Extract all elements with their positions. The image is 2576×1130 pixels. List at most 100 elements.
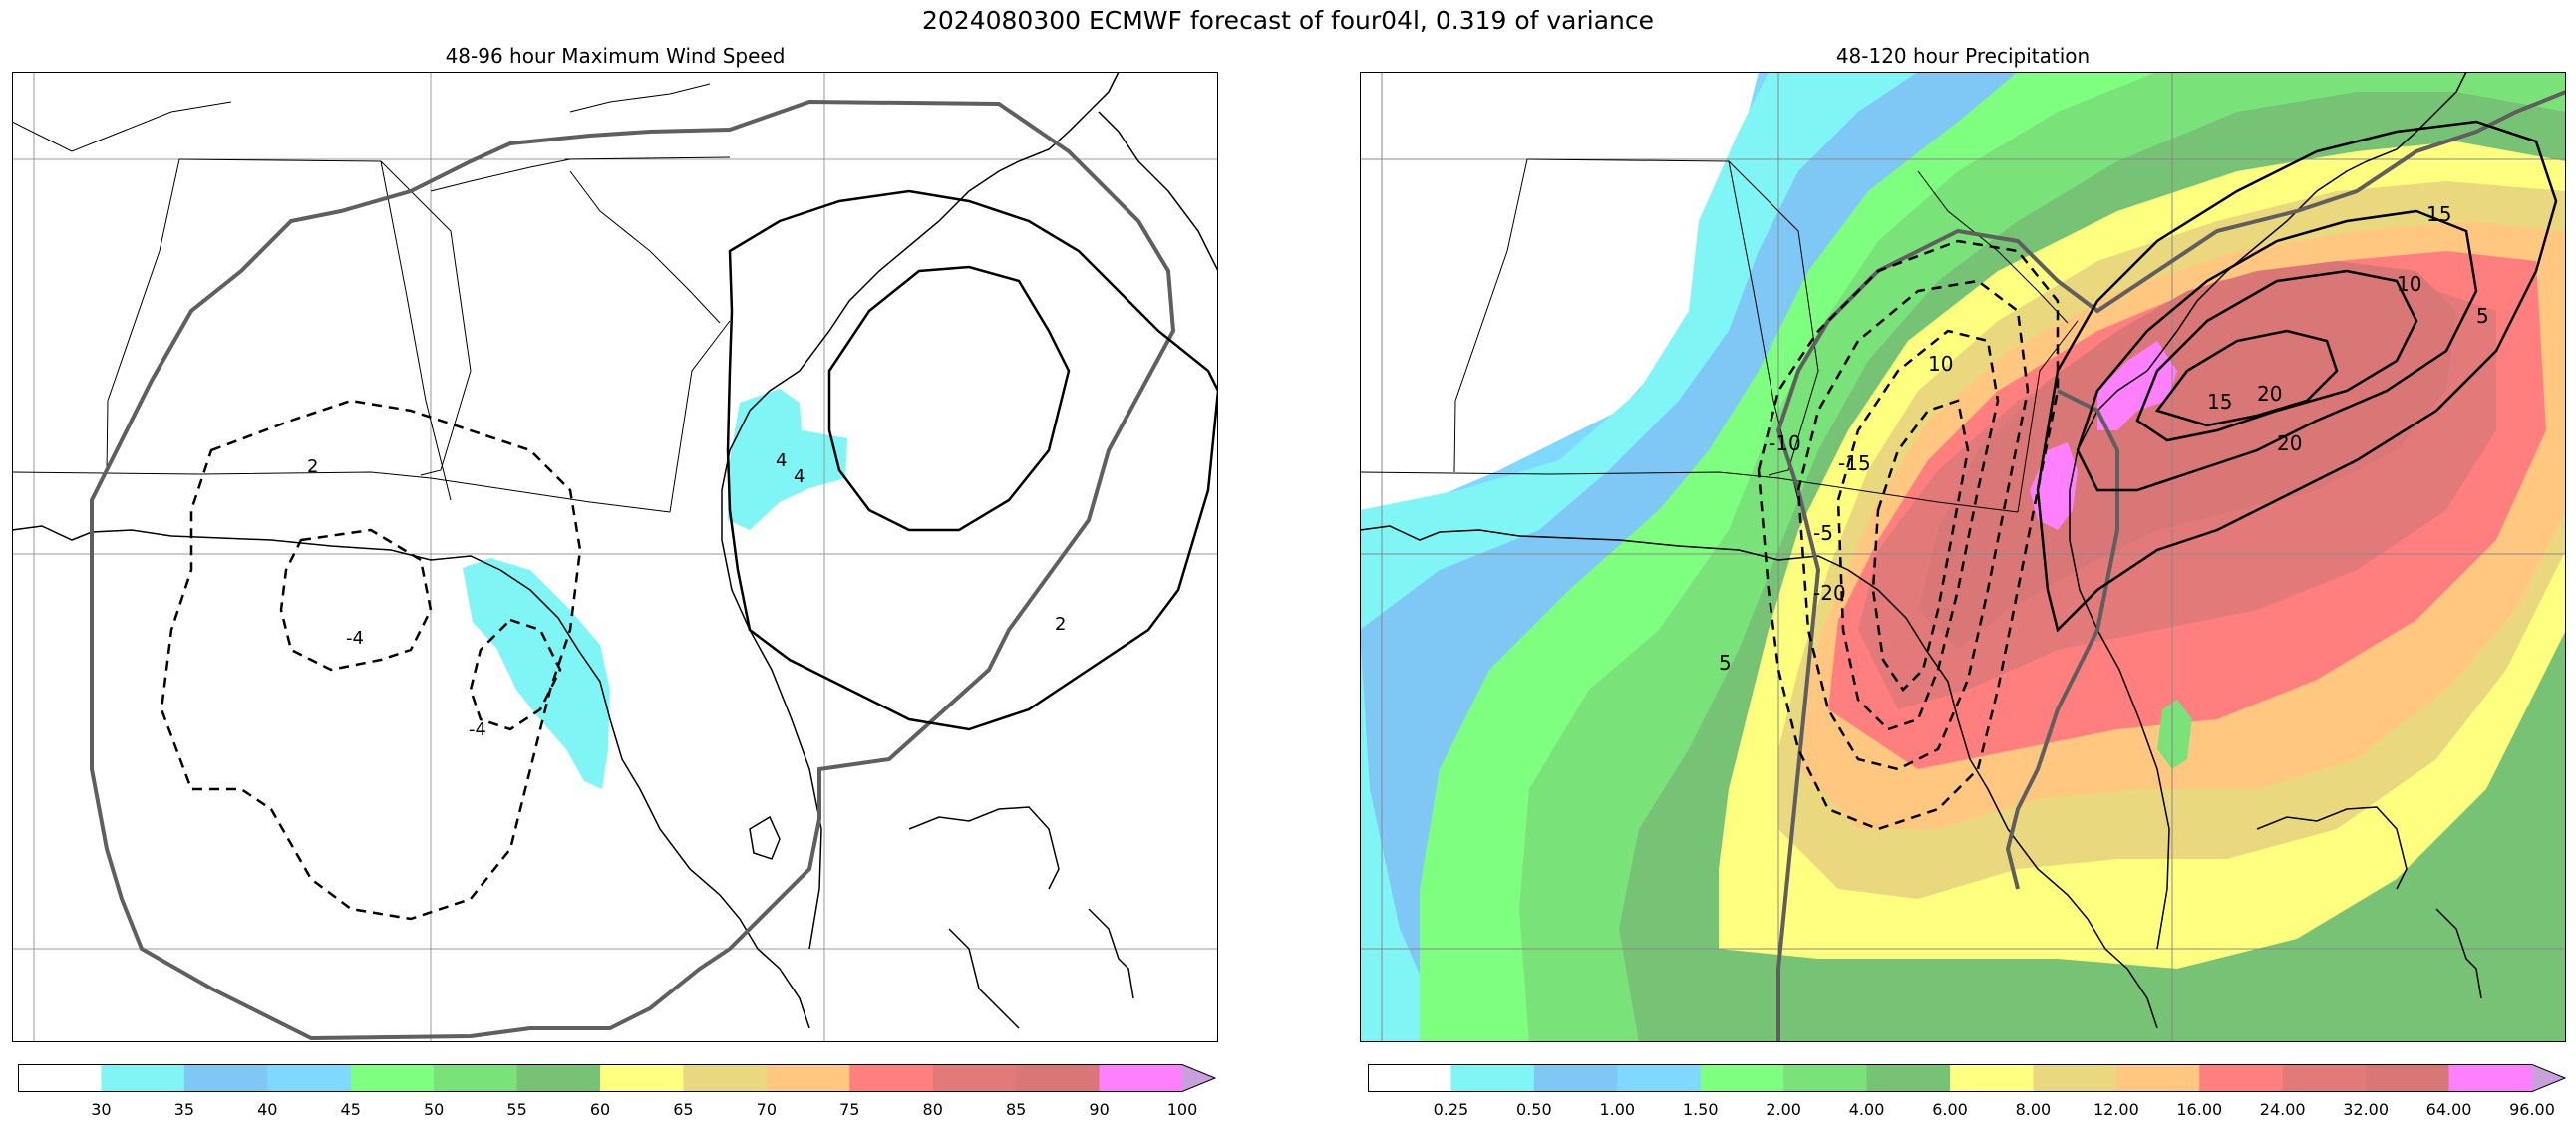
wind-colorbar-tick-label: 80 xyxy=(922,1100,943,1119)
wind-colorbar-segment xyxy=(434,1064,518,1092)
contour-label: -15 xyxy=(1838,451,1871,475)
contour-label: 4 xyxy=(776,450,787,471)
precip-colorbar-svg xyxy=(1368,1064,2567,1092)
precip-colorbar-segment xyxy=(2033,1064,2117,1092)
wind-map-panel: 2 2 4 4 -4 -4 xyxy=(12,72,1218,1042)
wind-colorbar xyxy=(18,1064,1217,1092)
contour-label: 5 xyxy=(1719,651,1732,675)
wind-colorbar-tick-label: 65 xyxy=(673,1100,694,1119)
contour-label: -5 xyxy=(1813,521,1833,545)
precip-colorbar-segment xyxy=(1950,1064,2035,1092)
wind-colorbar-segment xyxy=(849,1064,934,1092)
wind-colorbar-segment xyxy=(183,1064,268,1092)
precip-colorbar-segment xyxy=(2199,1064,2284,1092)
precip-colorbar-segment xyxy=(1783,1064,1868,1092)
wind-domain-boundary xyxy=(90,99,1176,1041)
wind-contour-negative xyxy=(160,399,582,921)
precip-colorbar-segment xyxy=(2282,1064,2367,1092)
wind-panel-title: 48-96 hour Maximum Wind Speed xyxy=(445,44,786,68)
wind-colorbar-tick-label: 40 xyxy=(257,1100,278,1119)
precip-colorbar-segment xyxy=(1617,1064,1702,1092)
wind-contour-positive xyxy=(726,189,1218,731)
precip-colorbar-tick-label: 2.00 xyxy=(1766,1100,1801,1119)
wind-colorbar-segment xyxy=(350,1064,435,1092)
precip-colorbar-tick-label: 24.00 xyxy=(2259,1100,2306,1119)
contour-label: 2 xyxy=(307,456,318,477)
wind-contour-labels: 2 2 4 4 -4 -4 xyxy=(307,450,1066,740)
wind-colorbar-ticks: 30 35 40 45 50 55 60 65 70 75 80 85 90 100 xyxy=(18,1100,1216,1124)
precip-colorbar-segment xyxy=(1368,1064,1452,1092)
precip-colorbar-segment xyxy=(1866,1064,1951,1092)
contour-label: 4 xyxy=(794,466,805,487)
precip-colorbar-tick-label: 32.00 xyxy=(2343,1100,2390,1119)
wind-map-borders xyxy=(12,83,731,513)
wind-map-coastline xyxy=(12,72,1120,1029)
precip-map: 5 10 15 20 20 15 10 5 -5 -10 -15 -20 xyxy=(1360,72,2566,1042)
precip-colorbar-tick-label: 96.00 xyxy=(2509,1100,2555,1119)
wind-colorbar-segment xyxy=(932,1064,1017,1092)
precip-colorbar-tick-label: 64.00 xyxy=(2425,1100,2472,1119)
precip-colorbar-tick-label: 0.50 xyxy=(1516,1100,1552,1119)
contour-label: 20 xyxy=(2277,431,2302,455)
wind-colorbar-tick-label: 50 xyxy=(423,1100,445,1119)
wind-colorbar-segment xyxy=(18,1064,103,1092)
contour-label: -4 xyxy=(346,628,364,649)
precip-colorbar-segment xyxy=(1533,1064,1618,1092)
wind-colorbar-tick-label: 30 xyxy=(91,1100,112,1119)
precip-panel-title: 48-120 hour Precipitation xyxy=(1835,44,2091,68)
precip-colorbar-tick-label: 1.50 xyxy=(1682,1100,1719,1119)
contour-label: 2 xyxy=(1055,614,1066,635)
wind-colorbar-segment xyxy=(683,1064,768,1092)
wind-colorbar-tick-label: 60 xyxy=(589,1100,611,1119)
wind-colorbar-segment xyxy=(1099,1064,1183,1092)
wind-contour-negative-inner xyxy=(279,528,433,672)
precip-colorbar-segment xyxy=(1700,1064,1784,1092)
wind-contour-negative-small xyxy=(469,618,562,731)
wind-colorbar-tick-label: 55 xyxy=(506,1100,527,1119)
wind-colorbar-extend-arrow xyxy=(1182,1064,1216,1092)
contour-label: 15 xyxy=(2426,202,2451,226)
figure-title: 2024080300 ECMWF forecast of four04l, 0.… xyxy=(921,6,1655,35)
contour-label: 5 xyxy=(2476,304,2489,328)
wind-colorbar-svg xyxy=(18,1064,1217,1092)
wind-colorbar-tick-label: 45 xyxy=(340,1100,361,1119)
wind-colorbar-segment xyxy=(1016,1064,1101,1092)
precip-contour-labels: 5 10 15 20 20 15 10 5 -5 -10 -15 -20 xyxy=(1719,202,2489,675)
contour-label: 15 xyxy=(2207,390,2232,414)
precip-colorbar-tick-label: 6.00 xyxy=(1932,1100,1968,1119)
precip-colorbar-tick-label: 0.25 xyxy=(1433,1100,1469,1119)
contour-label: 10 xyxy=(1928,352,1953,376)
precip-colorbar-extend-arrow xyxy=(2532,1064,2566,1092)
contour-label: 10 xyxy=(2397,272,2421,296)
precip-colorbar-tick-label: 16.00 xyxy=(2176,1100,2223,1119)
precip-colorbar xyxy=(1368,1064,2567,1092)
precip-colorbar-tick-label: 12.00 xyxy=(2093,1100,2139,1119)
contour-label: -10 xyxy=(1769,431,1801,455)
precip-colorbar-tick-label: 4.00 xyxy=(1848,1100,1885,1119)
wind-colorbar-segment xyxy=(267,1064,352,1092)
precip-colorbar-tick-label: 8.00 xyxy=(2015,1100,2052,1119)
wind-colorbar-segment xyxy=(766,1064,850,1092)
precip-colorbar-segment xyxy=(2366,1064,2450,1092)
wind-colorbar-tick-label: 90 xyxy=(1089,1100,1110,1119)
contour-label: -20 xyxy=(1813,581,1846,605)
precip-colorbar-segment xyxy=(2448,1064,2533,1092)
contour-label: -4 xyxy=(469,719,486,740)
wind-colorbar-tick-label: 70 xyxy=(756,1100,778,1119)
wind-map: 2 2 4 4 -4 -4 xyxy=(12,72,1218,1042)
wind-colorbar-segment xyxy=(600,1064,685,1092)
precip-colorbar-ticks: 0.25 0.50 1.00 1.50 2.00 4.00 6.00 8.00 12.00 16.… xyxy=(1368,1100,2566,1124)
precip-colorbar-tick-label: 1.00 xyxy=(1599,1100,1636,1119)
wind-colorbar-segment xyxy=(101,1064,185,1092)
wind-colorbar-tick-label: 35 xyxy=(173,1100,195,1119)
wind-colorbar-segment xyxy=(516,1064,601,1092)
wind-colorbar-tick-label: 100 xyxy=(1166,1100,1198,1119)
wind-colorbar-tick-label: 75 xyxy=(839,1100,860,1119)
wind-fill-region-georgia xyxy=(728,389,847,530)
contour-label: 20 xyxy=(2257,382,2282,406)
precip-colorbar-segment xyxy=(2115,1064,2200,1092)
precip-colorbar-segment xyxy=(1450,1064,1535,1092)
precip-map-panel: 5 10 15 20 20 15 10 5 -5 -10 -15 -20 xyxy=(1360,72,2566,1042)
wind-contour-inner xyxy=(827,265,1071,532)
wind-colorbar-tick-label: 85 xyxy=(1005,1100,1027,1119)
